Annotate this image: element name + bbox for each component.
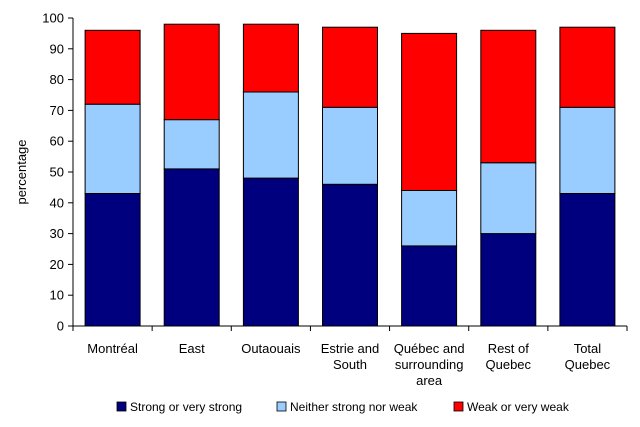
bar-segment-4-1 (401, 190, 458, 247)
x-category-label: Total Quebec (565, 341, 611, 372)
bar-segment-5-0 (480, 233, 537, 327)
x-category-label: Québec and surrounding area (394, 341, 465, 388)
legend-label: Neither strong nor weak (290, 400, 418, 414)
x-category-labels: Montréal East Outaouais Estrie and South Québ… (87, 341, 610, 388)
y-tick-label: 60 (50, 134, 64, 149)
bars-group (84, 23, 616, 327)
axes-group (68, 17, 628, 331)
y-axis-title: percentage (14, 139, 29, 204)
y-tick-label: 100 (42, 11, 64, 26)
bar-segment-3-1 (322, 106, 378, 185)
legend-swatch (116, 401, 127, 412)
y-tick-label: 40 (50, 195, 64, 210)
x-category-label: Outaouais (241, 341, 301, 356)
x-category-label: Rest of Quebec (486, 341, 532, 372)
y-tick-label: 30 (50, 226, 64, 241)
x-category-label: Estrie and South (321, 341, 380, 372)
bar-segment-5-2 (480, 29, 537, 164)
bar-segment-3-0 (322, 183, 378, 327)
bar-segment-1-1 (163, 119, 220, 170)
x-category-label: East (179, 341, 205, 356)
bar-segment-2-0 (242, 177, 299, 327)
y-tick-label: 50 (50, 165, 64, 180)
bar-segment-4-2 (401, 32, 458, 192)
y-tick-label: 90 (50, 41, 64, 56)
y-tick-label: 20 (50, 257, 64, 272)
bar-segment-6-1 (559, 106, 616, 194)
bar-segment-5-1 (480, 162, 537, 235)
y-tick-label: 10 (50, 288, 64, 303)
bar-segment-1-2 (163, 23, 220, 121)
legend-label: Strong or very strong (130, 400, 242, 414)
y-tick-label: 80 (50, 72, 64, 87)
bar-segment-3-2 (322, 26, 378, 108)
legend: Strong or very strong Neither strong nor … (116, 400, 570, 414)
bar-segment-2-1 (242, 91, 299, 179)
bar-segment-6-2 (559, 26, 616, 108)
bar-segment-6-0 (559, 193, 616, 327)
y-tick-label: 0 (57, 319, 64, 334)
bar-segment-0-2 (84, 29, 141, 105)
legend-swatch (276, 401, 287, 412)
bar-segment-2-2 (242, 23, 299, 93)
bar-segment-0-1 (84, 103, 141, 194)
x-category-label: Montréal (87, 341, 138, 356)
bar-segment-0-0 (84, 193, 141, 327)
legend-label: Weak or very weak (467, 400, 570, 414)
bar-segment-1-0 (163, 168, 220, 327)
bar-segment-4-0 (401, 245, 458, 327)
legend-swatch (453, 401, 464, 412)
y-tick-labels: 0 10 20 30 40 50 60 70 80 90 100 (42, 11, 64, 334)
y-tick-label: 70 (50, 103, 64, 118)
